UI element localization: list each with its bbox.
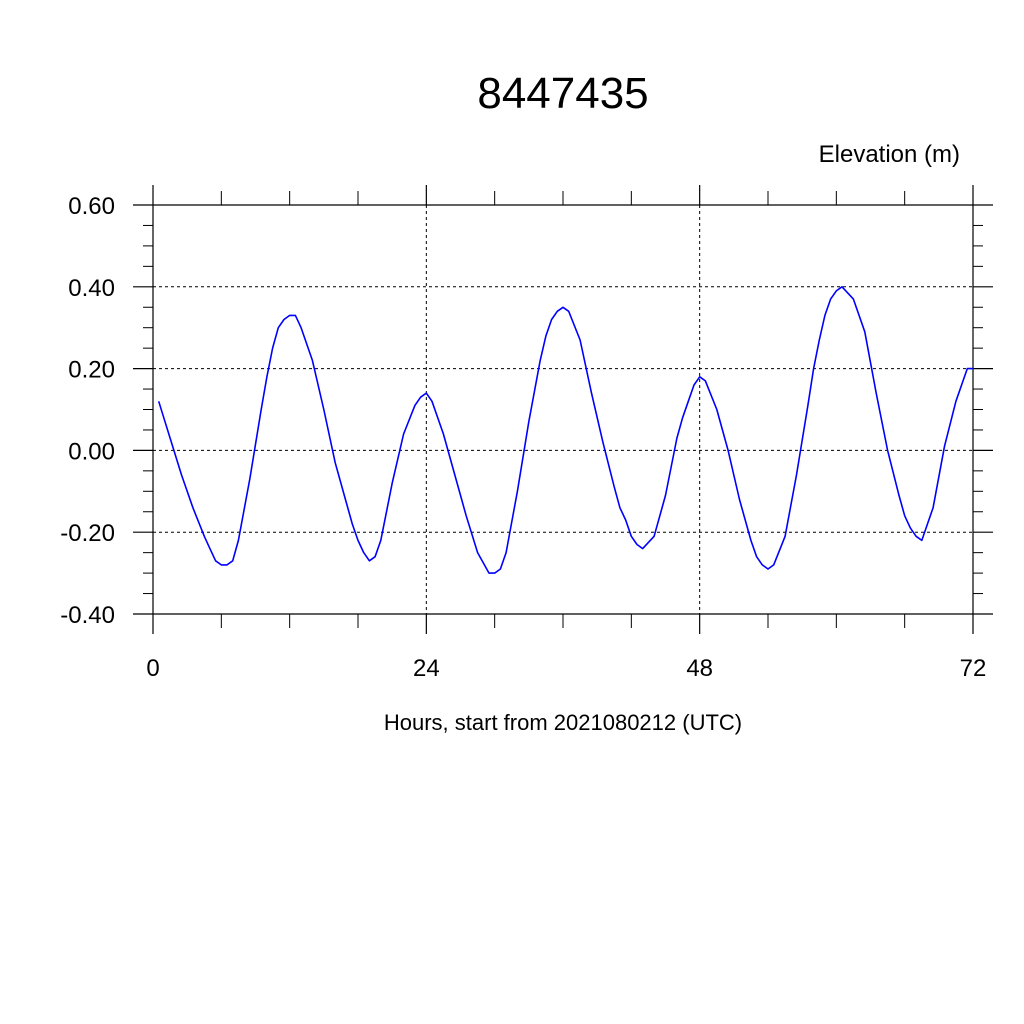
y-tick-label-2: 0.00 [68, 438, 115, 465]
x-tick-label-0: 0 [146, 655, 159, 682]
y-tick-label-5: 0.60 [68, 193, 115, 220]
x-tick-label-2: 48 [686, 655, 713, 682]
tick-labels: -0.40 -0.20 0.00 0.20 0.40 0.60 0 24 48 72 [60, 193, 986, 682]
y-tick-label-4: 0.40 [68, 275, 115, 302]
x-axis-label: Hours, start from 2021080212 (UTC) [384, 710, 742, 735]
y-tick-label-1: -0.20 [60, 520, 115, 547]
data-series [157, 285, 973, 574]
axis-ticks [133, 185, 993, 634]
y-tick-label-0: -0.40 [60, 602, 115, 629]
x-tick-label-3: 72 [960, 655, 987, 682]
y-tick-label-3: 0.20 [68, 357, 115, 384]
x-tick-label-1: 24 [413, 655, 440, 682]
chart-title: 8447435 [477, 69, 648, 118]
series-line-0 [157, 285, 973, 574]
y-axis-label: Elevation (m) [819, 141, 960, 168]
